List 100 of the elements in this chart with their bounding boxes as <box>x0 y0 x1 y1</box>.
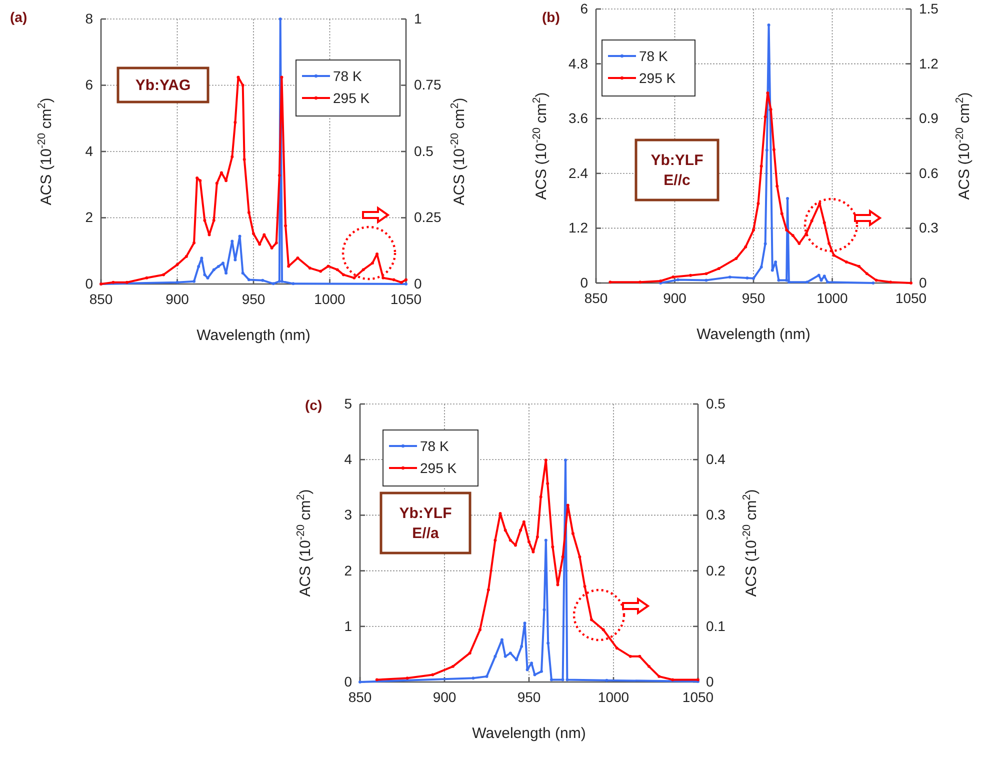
point <box>375 678 378 682</box>
point <box>212 268 216 272</box>
y-tick-label: 4.8 <box>568 55 588 72</box>
point <box>508 652 512 655</box>
point <box>197 264 200 268</box>
point <box>874 278 878 282</box>
point <box>806 280 809 284</box>
point <box>689 274 692 277</box>
y2-tick-label: 0.5 <box>706 395 726 412</box>
y2-tick-label: 1 <box>414 10 422 26</box>
y-tick-label: 2.4 <box>568 164 588 181</box>
point <box>504 528 507 532</box>
point <box>504 654 507 658</box>
point <box>238 234 242 238</box>
point <box>198 179 202 182</box>
point <box>889 280 892 284</box>
point <box>252 232 255 236</box>
point <box>203 273 206 276</box>
y2-tick-label: 0.1 <box>706 618 726 634</box>
x-tick-label: 1000 <box>314 290 346 307</box>
x-axis-title: Wavelength (nm) <box>696 326 810 343</box>
point <box>777 278 780 282</box>
y2-tick-label: 0.2 <box>706 562 726 578</box>
y-tick-label: 4 <box>85 142 94 159</box>
y-tick-label: 6 <box>85 76 94 93</box>
point <box>494 538 497 542</box>
point <box>546 642 550 645</box>
point <box>533 673 536 676</box>
point <box>676 278 680 282</box>
point <box>392 278 396 282</box>
x-tick-label: 850 <box>584 290 608 306</box>
point <box>785 228 788 232</box>
point <box>400 280 403 284</box>
x-tick-label: 950 <box>742 290 766 306</box>
point <box>539 495 542 498</box>
point <box>486 588 490 592</box>
point <box>247 210 250 214</box>
y2-tick-label: 1.2 <box>919 55 939 72</box>
y2-tick-label: 0 <box>919 274 927 290</box>
y-tick-label: 3.6 <box>568 110 588 126</box>
point <box>546 482 550 485</box>
point <box>287 264 290 268</box>
point <box>212 218 216 222</box>
point <box>523 622 526 625</box>
y2-tick-label: 0.75 <box>414 76 442 93</box>
point <box>508 538 512 542</box>
point <box>608 280 612 284</box>
y-tick-label: 0 <box>580 274 588 290</box>
x-tick-label: 950 <box>242 290 266 307</box>
y-tick-label: 8 <box>85 10 94 26</box>
x-tick-label: 1050 <box>895 290 927 306</box>
y2-tick-label: 1.5 <box>919 0 939 16</box>
point <box>791 234 794 237</box>
point <box>485 674 488 678</box>
point <box>308 266 312 270</box>
point <box>514 544 517 547</box>
x-axis-title: Wavelength (nm) <box>196 327 310 344</box>
x-tick-label: 1000 <box>816 290 848 306</box>
y-tick-label: 6 <box>580 0 588 16</box>
point <box>550 678 553 682</box>
y2-tick-label: 0.5 <box>414 142 434 159</box>
y2-tick-label: 0.4 <box>706 451 726 468</box>
x-tick-label: 950 <box>517 688 541 705</box>
point <box>602 628 605 632</box>
point <box>578 555 582 558</box>
point <box>478 628 482 632</box>
legend-label: 78 K <box>639 48 668 64</box>
point <box>590 618 594 622</box>
point <box>431 673 434 676</box>
y-tick-label: 1.2 <box>568 220 588 236</box>
chart-title: (c) <box>305 397 322 413</box>
x-tick-label: 900 <box>663 290 687 306</box>
point <box>638 654 642 658</box>
line-series <box>608 92 912 284</box>
point <box>544 538 548 542</box>
point <box>780 212 784 216</box>
point <box>216 264 220 268</box>
point <box>519 528 522 532</box>
point <box>176 263 179 266</box>
point <box>536 535 539 538</box>
point <box>196 176 199 180</box>
point <box>362 268 365 272</box>
y-tick-label: 3 <box>344 506 352 523</box>
x-axis-title: Wavelength (nm) <box>472 725 586 742</box>
point <box>764 115 767 118</box>
point <box>760 266 763 269</box>
point <box>319 270 322 273</box>
point <box>145 276 148 280</box>
y2-tick-label: 0.3 <box>919 220 939 236</box>
x-tick-label: 1000 <box>598 688 630 705</box>
annotation: Yb:YAG <box>135 77 191 94</box>
point <box>858 264 861 268</box>
point <box>242 158 246 161</box>
y-tick-label: 0 <box>85 275 94 292</box>
point <box>770 268 774 272</box>
annotation: Yb:YLF E//a <box>399 505 452 542</box>
point <box>756 202 760 206</box>
y-tick-label: 2 <box>85 209 94 226</box>
point <box>406 676 409 680</box>
point <box>280 76 284 79</box>
